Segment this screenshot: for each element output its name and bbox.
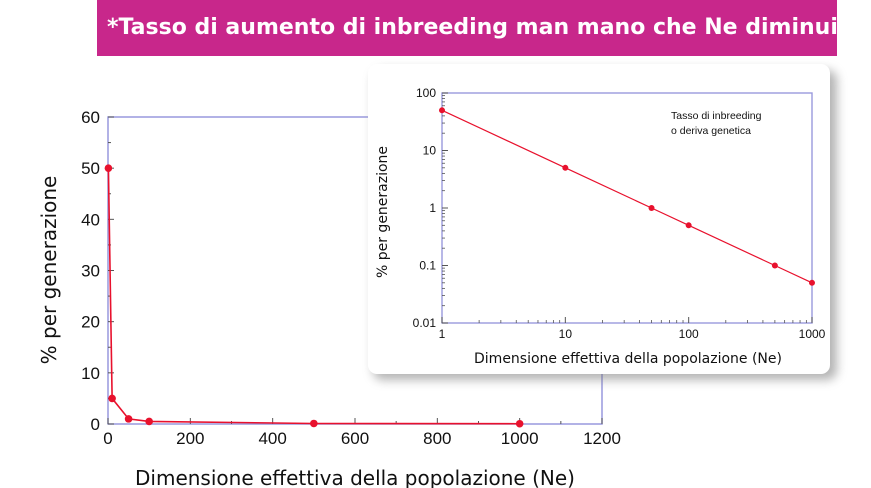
- x-tick-label: 800: [423, 429, 451, 448]
- y-tick-label: 10: [81, 364, 100, 383]
- data-point: [310, 419, 318, 428]
- inset-y-tick-label: 0.1: [419, 259, 436, 273]
- inset-x-tick-label: 100: [679, 327, 699, 341]
- inset-annotation: o deriva genetica: [671, 125, 751, 137]
- y-axis-label: % per generazione: [37, 176, 61, 365]
- x-tick-label: 400: [258, 429, 286, 448]
- inset-data-point: [439, 107, 445, 114]
- y-tick-label: 60: [81, 108, 100, 127]
- inset-data-point: [562, 164, 569, 171]
- inset-data-point: [809, 279, 815, 286]
- x-tick-label: 1000: [501, 429, 539, 448]
- y-tick-label: 20: [81, 313, 100, 332]
- data-point: [515, 419, 524, 428]
- data-point: [145, 417, 153, 426]
- inset-data-point: [771, 262, 778, 269]
- x-tick-label: 200: [176, 429, 204, 448]
- inset-y-tick-label: 1: [429, 201, 436, 215]
- y-tick-label: 40: [81, 210, 100, 229]
- inset-data-point: [685, 222, 692, 229]
- inset-y-tick-label: 100: [416, 86, 436, 100]
- x-axis-label: Dimensione effettiva della popolazione (…: [135, 466, 575, 488]
- inset-y-axis-label: % per generazione: [375, 146, 391, 278]
- data-point: [108, 394, 116, 403]
- inset-x-axis-label: Dimensione effettiva della popolazione (…: [474, 351, 782, 367]
- series-line: [107, 168, 520, 425]
- x-tick-label: 600: [341, 429, 369, 448]
- title-banner: *Tasso di aumento di inbreeding man mano…: [97, 0, 871, 56]
- y-tick-label: 30: [81, 262, 100, 281]
- inset-panel: [368, 64, 830, 374]
- inset-data-point: [648, 205, 655, 211]
- inset-y-tick-label: 0.01: [413, 316, 437, 330]
- inset-x-tick-label: 10: [559, 327, 573, 341]
- x-tick-label: 0: [103, 429, 112, 448]
- y-tick-label: 50: [81, 159, 100, 178]
- inset-y-tick-label: 10: [423, 144, 437, 158]
- inset-series-line: [441, 109, 813, 284]
- data-point: [104, 164, 113, 172]
- inset-log-chart: 0.01 0.1 1 10 100 1 10 100 1000 Tasso di inbreedi…: [368, 64, 837, 380]
- inset-x-tick-label: 1: [439, 327, 446, 341]
- y-tick-label: 0: [91, 415, 100, 434]
- data-point: [124, 415, 133, 423]
- inset-x-tick-label: 1000: [799, 327, 826, 341]
- inset-annotation: Tasso di inbreeding: [671, 110, 762, 122]
- x-tick-label: 1200: [583, 429, 621, 448]
